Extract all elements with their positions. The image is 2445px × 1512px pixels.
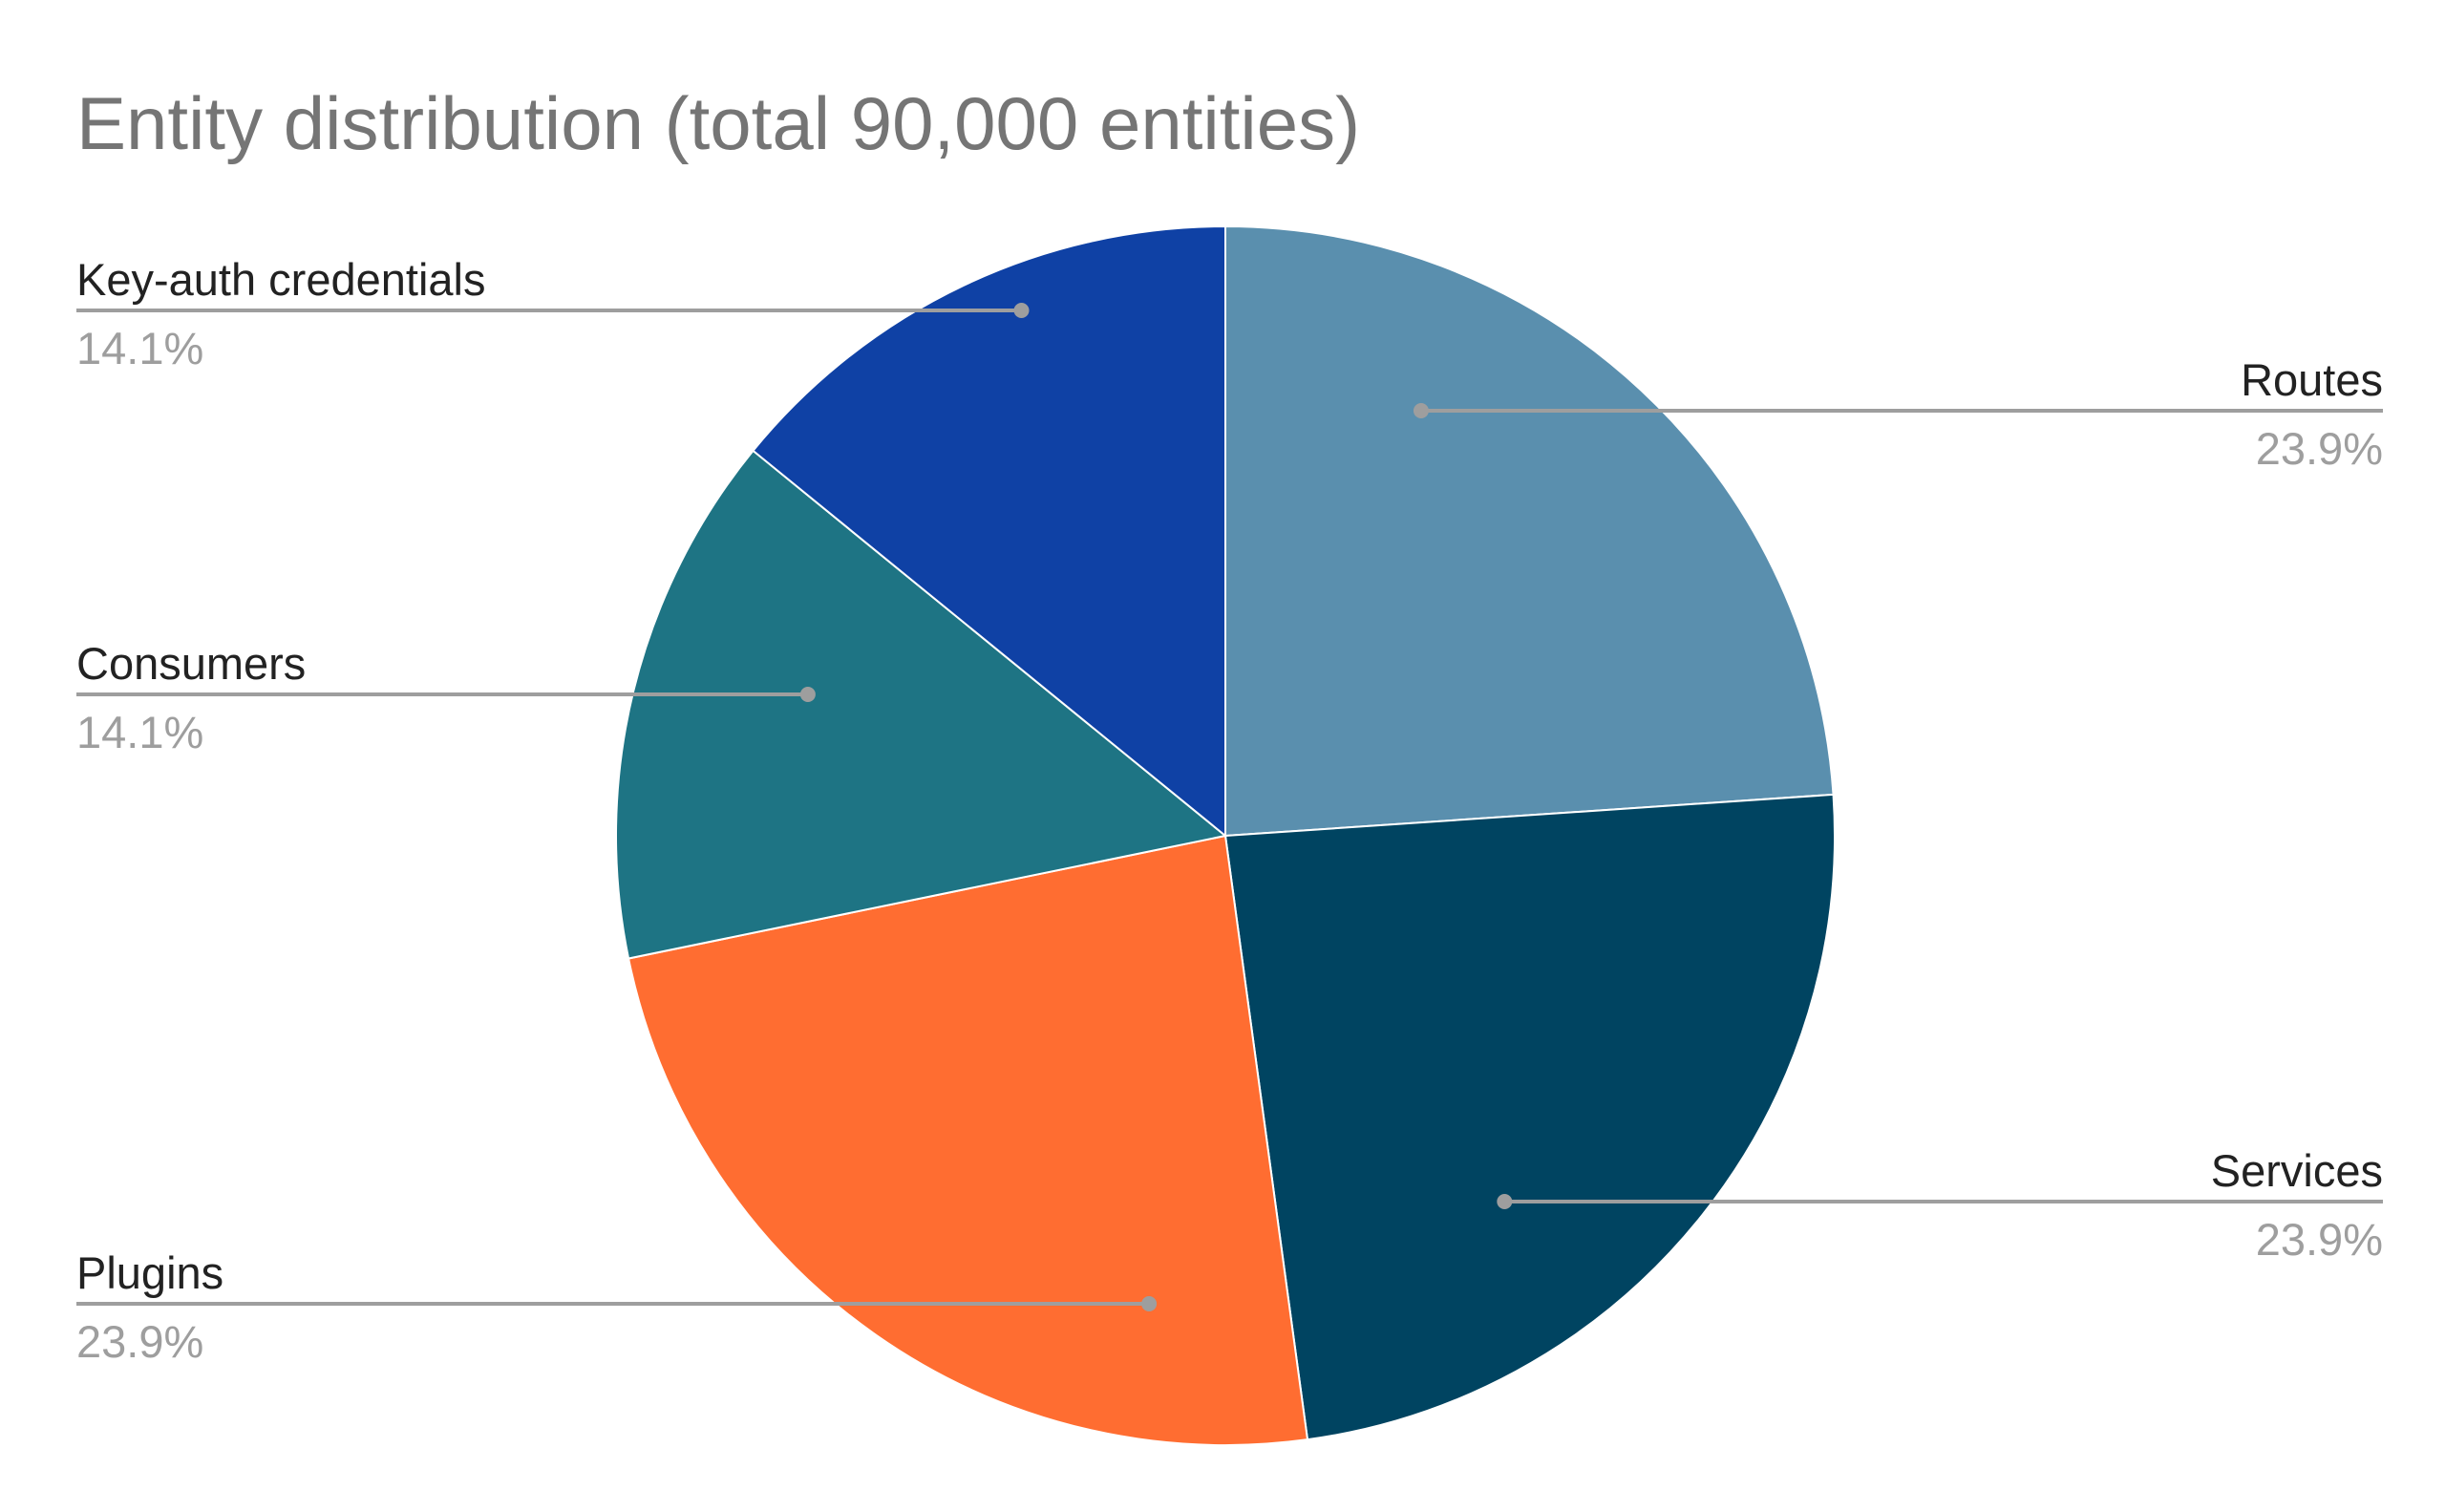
chart-title: Entity distribution (total 90,000 entiti… — [76, 81, 1360, 165]
slice-value-services: 23.9% — [2256, 1214, 2383, 1265]
slice-value-routes: 23.9% — [2256, 423, 2383, 474]
leader-dot-key-auth-credentials — [1013, 303, 1030, 318]
pie-slice-key-auth-credentials — [752, 224, 1226, 839]
pie-slice-consumers — [615, 449, 1228, 960]
leader-dot-plugins — [1141, 1296, 1158, 1311]
slice-label-plugins: Plugins — [76, 1247, 223, 1298]
slice-labels: Routes 23.9% Services 23.9% Plugins 23.9% Cons… — [76, 254, 2383, 1367]
leader-dot-consumers — [799, 687, 816, 702]
slice-value-plugins: 23.9% — [76, 1316, 203, 1367]
leader-dot-services — [1497, 1194, 1513, 1209]
slice-label-consumers: Consumers — [76, 638, 306, 689]
slice-label-key-auth-credentials: Key-auth credentials — [76, 254, 485, 305]
slice-label-services: Services — [2211, 1145, 2383, 1196]
pie-slice-routes — [1224, 224, 1835, 838]
slice-value-key-auth-credentials: 14.1% — [76, 323, 203, 373]
pie-slices — [615, 224, 1836, 1446]
pie-slice-plugins — [627, 834, 1309, 1446]
slice-label-routes: Routes — [2241, 354, 2383, 405]
leader-dot-routes — [1413, 403, 1429, 418]
slice-value-consumers: 14.1% — [76, 707, 203, 757]
pie-slice-services — [1223, 793, 1836, 1441]
